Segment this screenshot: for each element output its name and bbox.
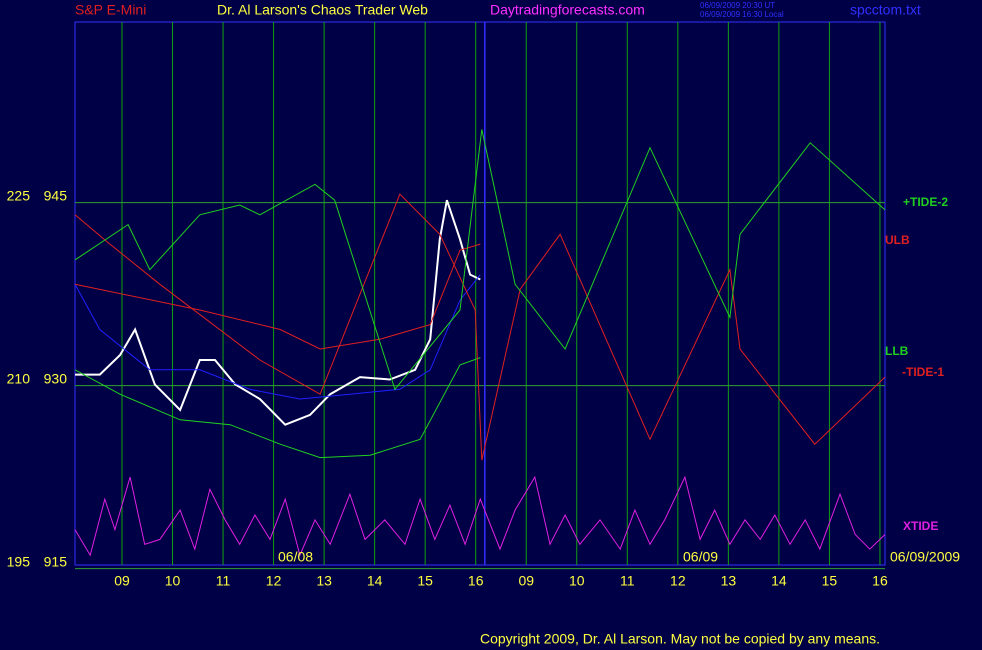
date-label: 06/09 xyxy=(683,549,718,565)
plot-frame xyxy=(74,21,886,566)
x-tick-label: 14 xyxy=(367,573,383,589)
series-label: -TIDE-1 xyxy=(902,365,944,379)
x-tick-label: 11 xyxy=(216,573,231,589)
x-tick-label: 14 xyxy=(771,573,787,589)
y-tick-label: 915 xyxy=(44,553,68,569)
x-tick-label: 13 xyxy=(721,573,737,589)
series-line xyxy=(74,129,886,391)
y2-tick-label: 195 xyxy=(7,553,31,569)
x-tick-label: 16 xyxy=(872,573,888,589)
copyright: Copyright 2009, Dr. Al Larson. May not b… xyxy=(480,631,880,647)
x-tick-label: 16 xyxy=(468,573,484,589)
series-line xyxy=(75,199,481,426)
date-label: 06/08 xyxy=(278,549,313,565)
series-label: +TIDE-2 xyxy=(903,195,948,209)
series-label: XTIDE xyxy=(903,519,938,533)
x-tick-label: 10 xyxy=(569,573,585,589)
file-name: spcctom.txt xyxy=(850,2,921,18)
x-tick-label: 09 xyxy=(518,573,534,589)
y2-tick-label: 210 xyxy=(7,370,31,386)
y-tick-label: 945 xyxy=(44,187,68,203)
series-line xyxy=(74,357,481,459)
series-line xyxy=(74,274,481,400)
series-line xyxy=(74,243,481,350)
series-label: LLB xyxy=(885,344,909,358)
y2-tick-label: 225 xyxy=(7,187,31,203)
x-tick-label: 13 xyxy=(316,573,332,589)
site: Daytradingforecasts.com xyxy=(490,2,645,18)
time-ut: 06/09/2009 20:30 UT xyxy=(700,1,775,10)
series-label: ULB xyxy=(885,233,910,247)
chart-title: Dr. Al Larson's Chaos Trader Web xyxy=(217,2,428,18)
date-label: 06/09/2009 xyxy=(890,549,960,565)
x-tick-label: 09 xyxy=(114,573,130,589)
x-tick-label: 15 xyxy=(822,573,838,589)
x-tick-label: 12 xyxy=(266,573,282,589)
symbol: S&P E-Mini xyxy=(75,2,146,18)
time-local: 06/09/2009 16:30 Local xyxy=(700,10,784,19)
x-tick-label: 10 xyxy=(165,573,181,589)
x-tick-label: 15 xyxy=(417,573,433,589)
y-tick-label: 930 xyxy=(44,370,68,386)
x-tick-label: 11 xyxy=(620,573,635,589)
series-line xyxy=(74,475,886,557)
series-line xyxy=(74,193,886,461)
x-tick-label: 12 xyxy=(670,573,686,589)
